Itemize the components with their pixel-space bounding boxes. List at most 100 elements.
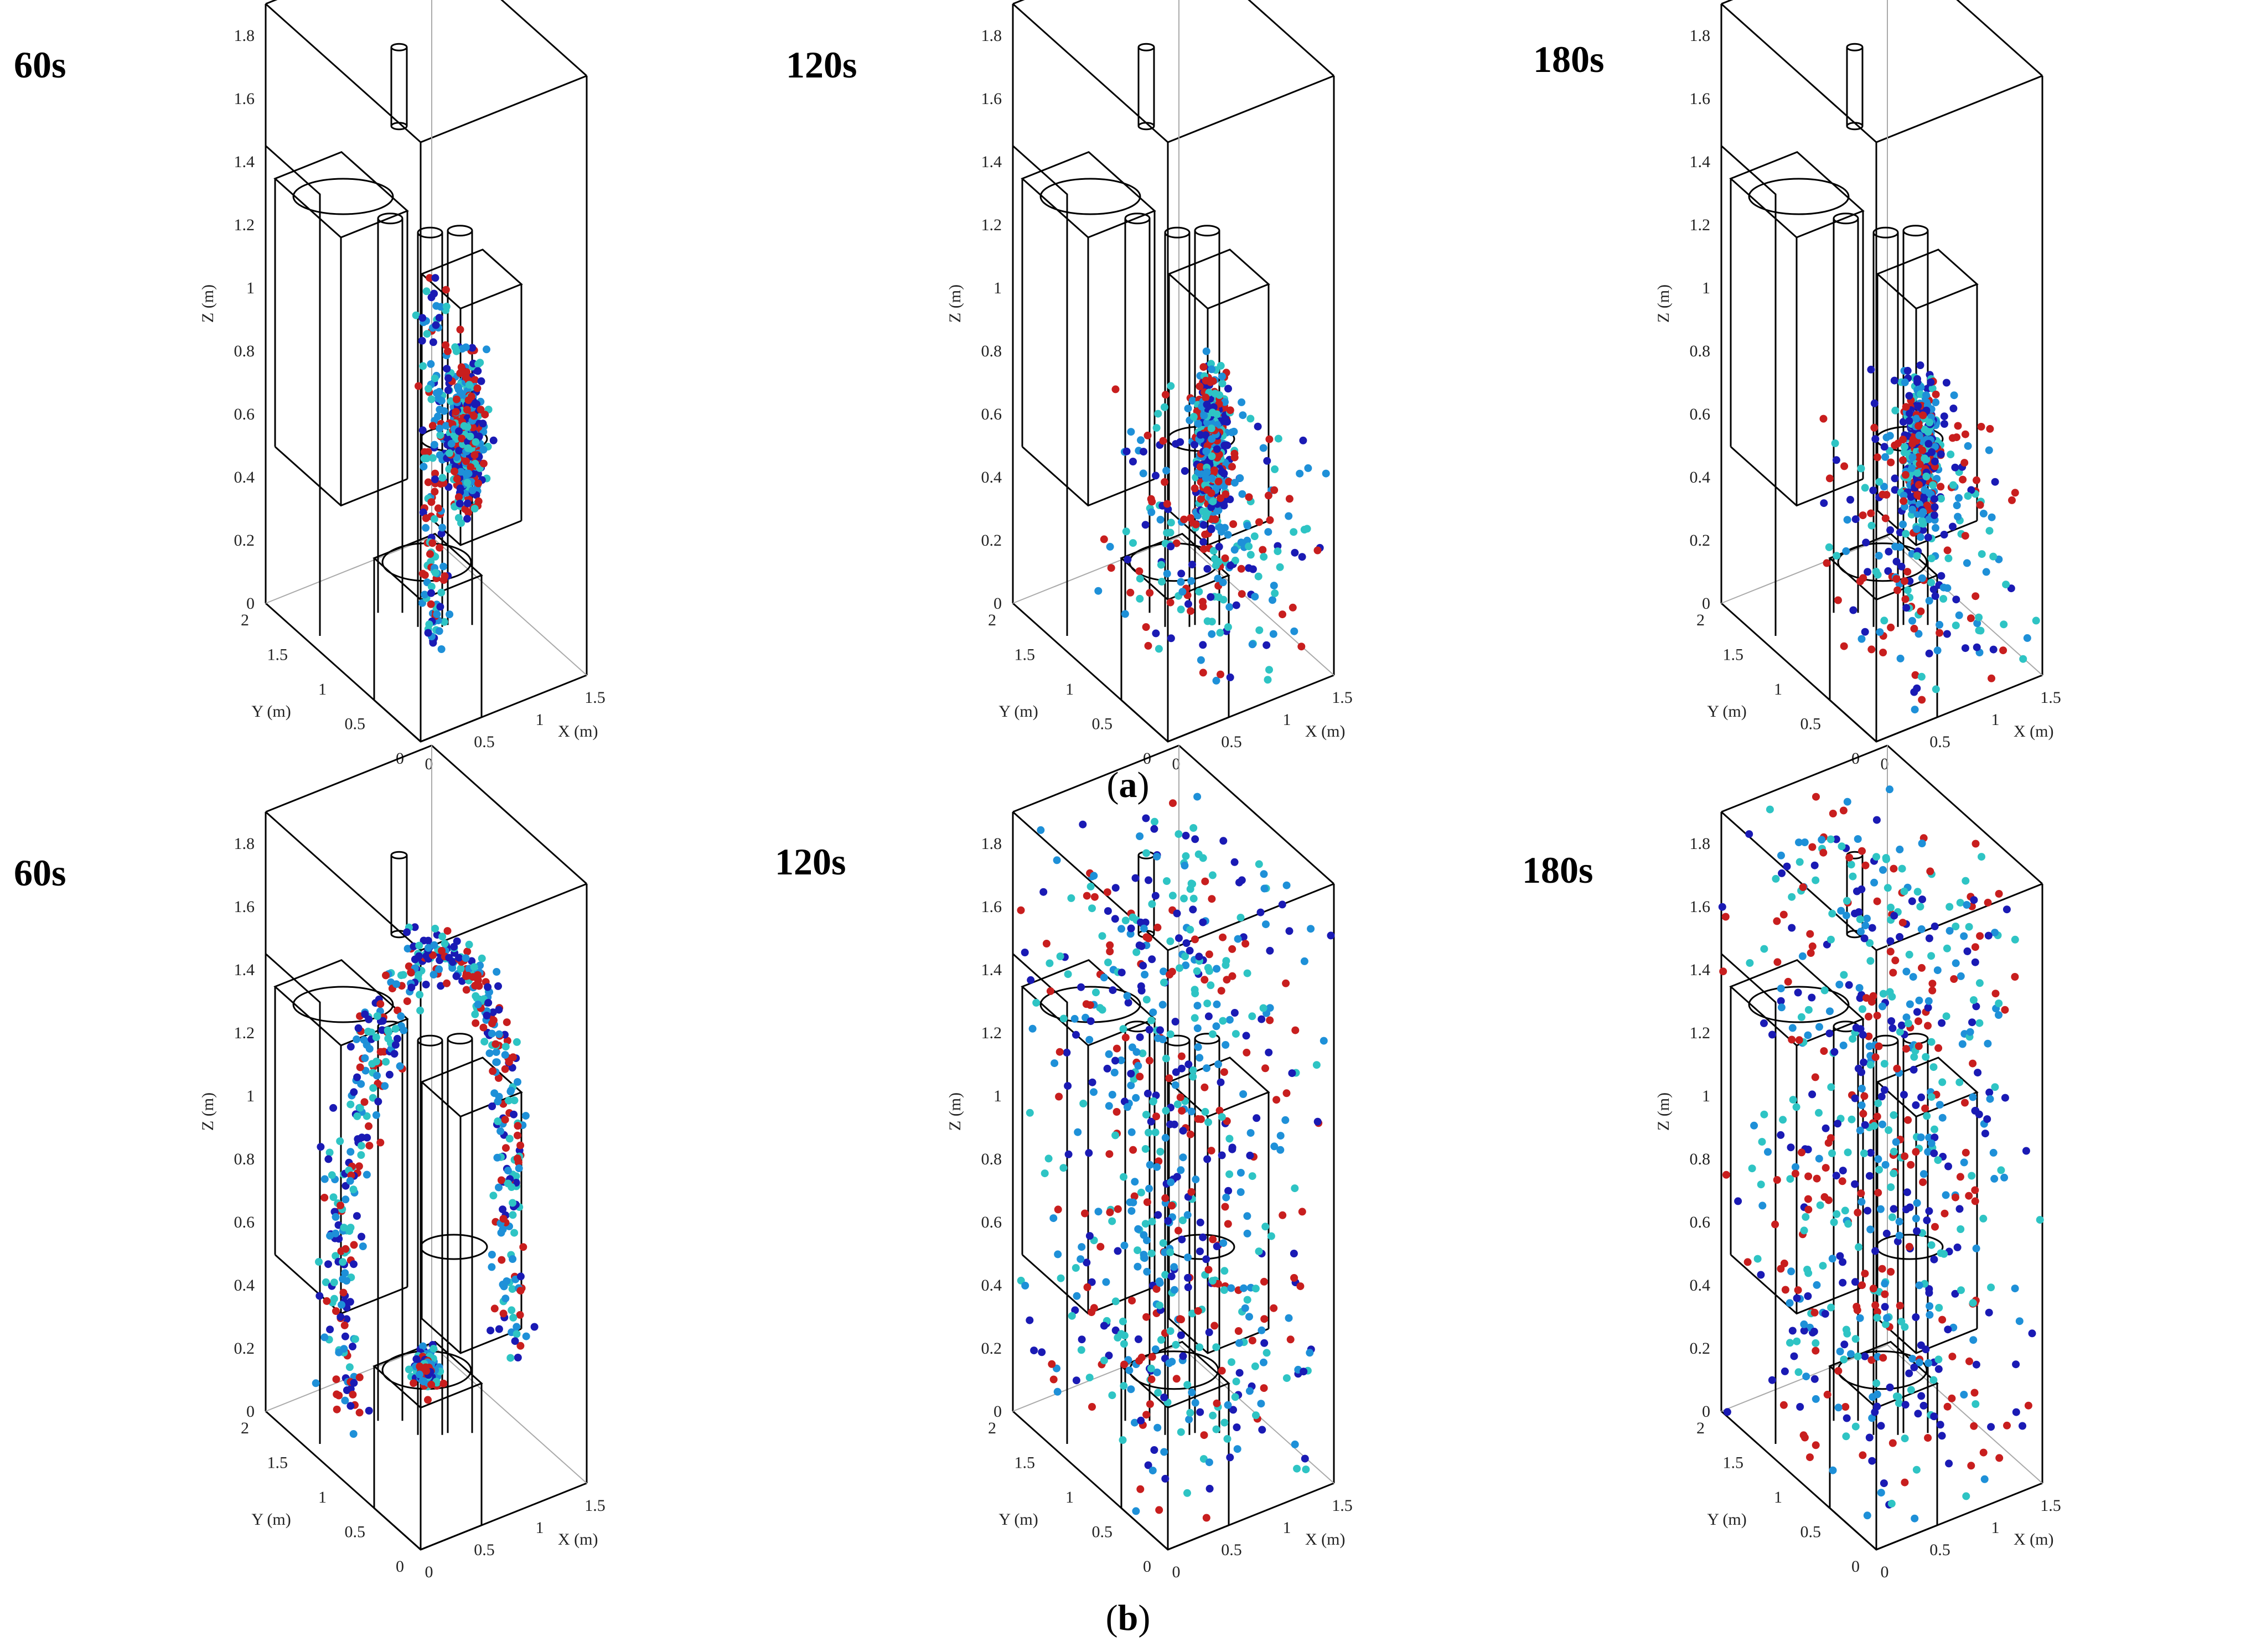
y-tick-label: 1 (1774, 1488, 1782, 1506)
particle (320, 1194, 329, 1202)
particle (1104, 907, 1112, 915)
particle (1869, 992, 1877, 1000)
particle (1276, 1132, 1285, 1140)
particle (341, 1245, 350, 1253)
particle (1088, 1278, 1096, 1286)
particle (1230, 858, 1239, 866)
particle (438, 474, 447, 482)
particle (1896, 543, 1904, 551)
particle (1862, 994, 1870, 1002)
y-tick-label: 2 (1696, 1419, 1705, 1437)
particle (1973, 619, 1981, 628)
particle (509, 1199, 517, 1207)
particle (1943, 630, 1951, 638)
particle (427, 360, 435, 368)
z-tick-label: 1.8 (234, 835, 255, 853)
particle (1991, 929, 1999, 937)
particle (353, 1212, 361, 1220)
particle (1881, 453, 1890, 461)
particle (411, 923, 419, 931)
y-tick-label: 1.5 (267, 1454, 288, 1472)
particle (429, 338, 437, 346)
particle (1180, 515, 1188, 524)
particle (1913, 1227, 1921, 1235)
particle (1196, 1054, 1204, 1062)
panel-a-60s: 00.20.40.60.811.21.41.61.800.511.5200.51… (199, 0, 606, 773)
particle (1262, 1349, 1271, 1357)
particle (427, 589, 435, 597)
particle (1910, 624, 1918, 633)
particle (1875, 478, 1884, 486)
particle (1952, 595, 1960, 604)
particle (1989, 552, 1998, 561)
particle (439, 576, 448, 584)
particle (1892, 557, 1901, 566)
particle (436, 431, 444, 439)
particle (489, 1016, 498, 1024)
particle (1134, 1335, 1142, 1343)
particle (1212, 1343, 1220, 1351)
particle (1974, 1069, 1982, 1077)
particle (1178, 1107, 1186, 1115)
particle (1931, 457, 1939, 465)
particle (1086, 882, 1095, 890)
particle (1147, 1016, 1156, 1024)
particle (1059, 1164, 1068, 1172)
particle (1859, 1451, 1867, 1459)
particle (503, 1018, 511, 1027)
x-tick-label: 0 (1881, 1563, 1889, 1581)
particle (1885, 1126, 1893, 1134)
particle (1137, 1416, 1145, 1425)
particle (470, 505, 479, 512)
particle (507, 1086, 515, 1095)
particle (1813, 1281, 1821, 1289)
particle (1891, 474, 1899, 483)
particle (510, 1096, 519, 1105)
particle (1777, 851, 1785, 859)
particle (1844, 1148, 1852, 1157)
particle (430, 515, 438, 523)
particle (1151, 817, 1158, 826)
particle (322, 1278, 330, 1286)
particle (1918, 840, 1926, 847)
particle (431, 274, 439, 282)
particle (1199, 603, 1207, 611)
particle (1188, 561, 1196, 569)
particle (1873, 1308, 1881, 1316)
particle (1184, 1060, 1193, 1069)
particle (1121, 916, 1130, 925)
particle (385, 1070, 394, 1079)
particle (2012, 1360, 2020, 1369)
particle (1965, 1357, 1973, 1365)
particle (1777, 1131, 1785, 1139)
particle (1915, 996, 1923, 1004)
particle (373, 1071, 381, 1080)
particle (1088, 1403, 1096, 1411)
particle (1905, 1369, 1913, 1377)
particle (1985, 446, 1993, 454)
particle (1265, 1048, 1273, 1057)
particle (1938, 1316, 1947, 1324)
particle (1960, 932, 1968, 940)
z-tick-label: 1.4 (981, 153, 1002, 171)
particle (1092, 988, 1100, 997)
particle (1103, 1064, 1111, 1073)
x-tick-label: 0 (1172, 1563, 1181, 1581)
particle (410, 1379, 418, 1387)
particle (1194, 1307, 1202, 1315)
panel-b-60s: 00.20.40.60.811.21.41.61.800.511.5200.51… (199, 744, 606, 1581)
particle (1214, 478, 1223, 485)
particle (468, 957, 476, 965)
particle (423, 330, 431, 338)
particle (1208, 408, 1217, 417)
particle (1225, 1016, 1234, 1024)
particle (1255, 860, 1263, 868)
particle (1880, 1479, 1888, 1488)
particle (1201, 1107, 1209, 1116)
particle (315, 1292, 324, 1300)
particle (425, 385, 432, 393)
particle (1983, 1115, 1991, 1123)
particle (376, 1000, 385, 1008)
particle (351, 1335, 359, 1343)
particle (1193, 967, 1201, 975)
